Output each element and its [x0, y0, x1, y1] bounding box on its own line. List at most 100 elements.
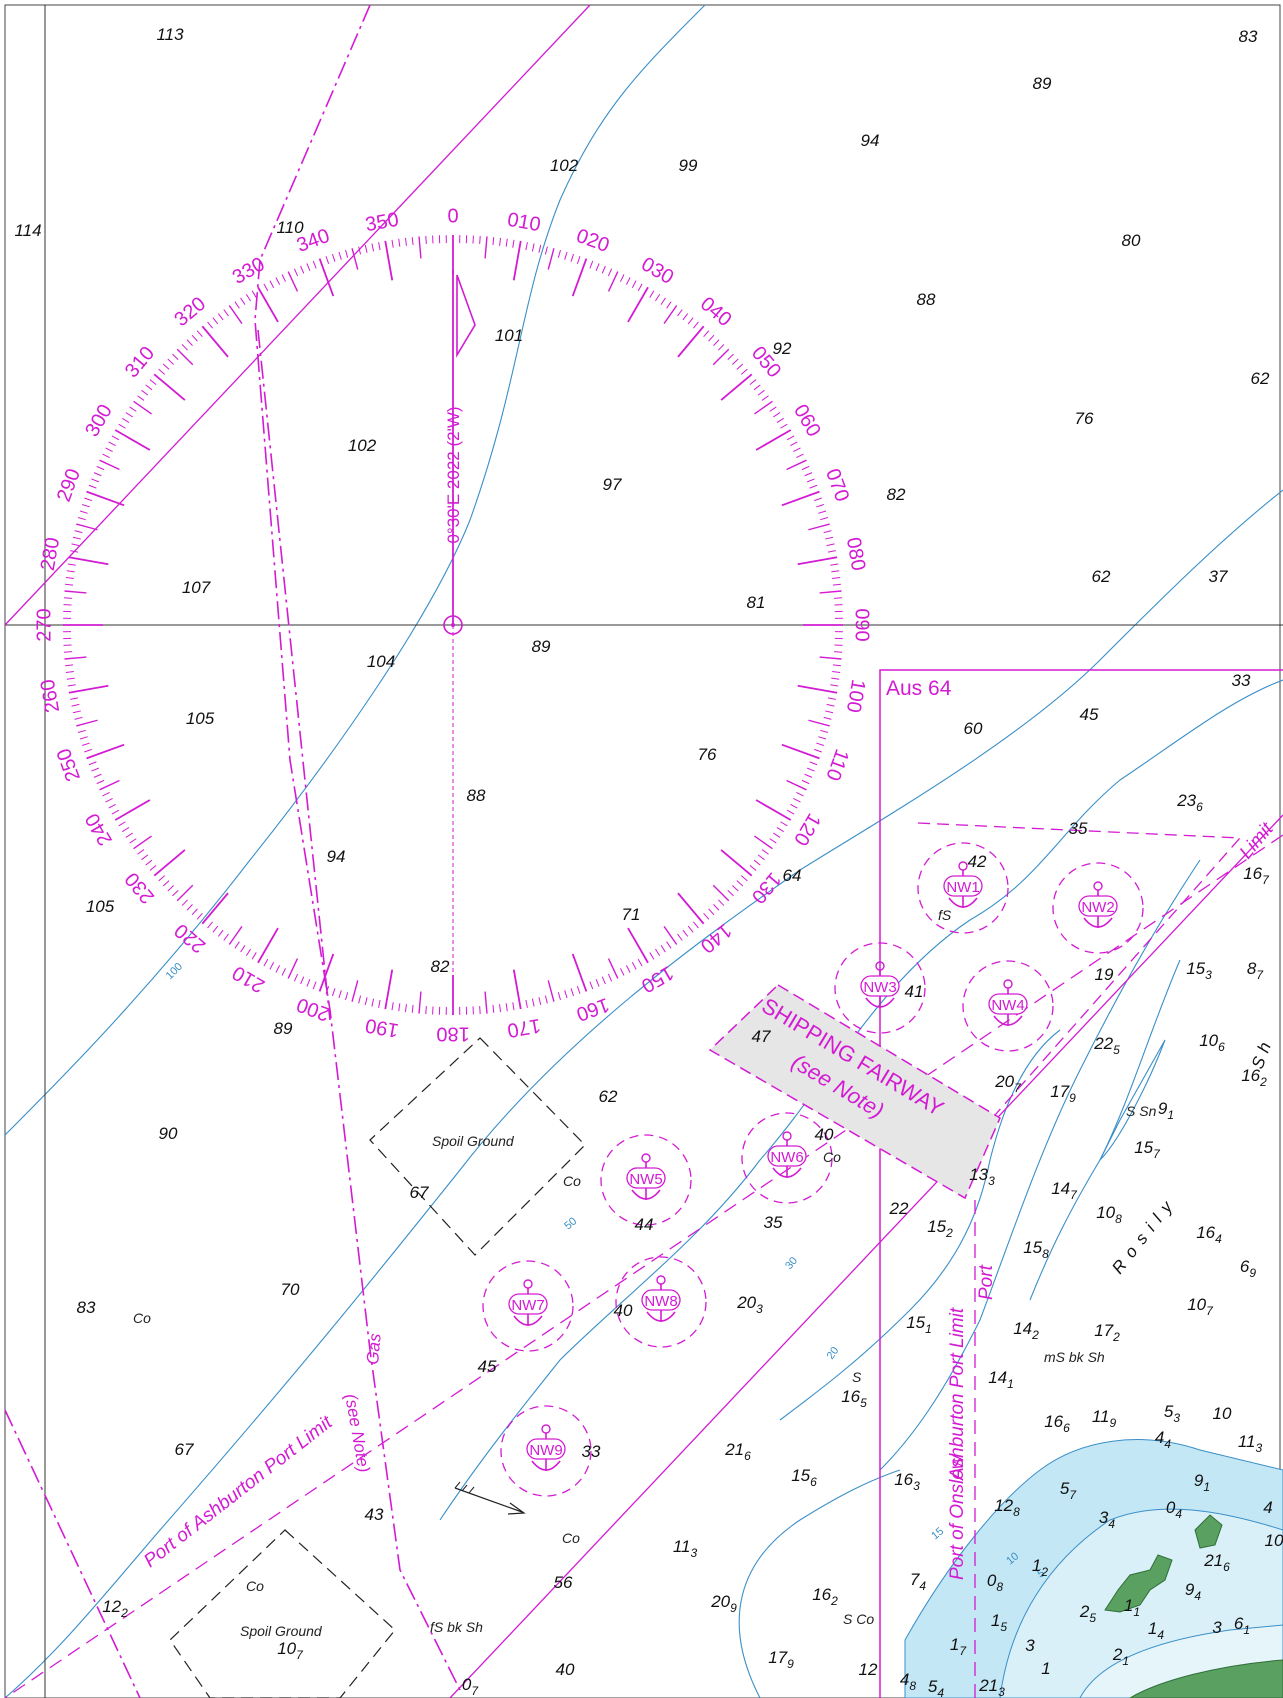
compass-tick	[492, 1004, 495, 1013]
compass-tick	[732, 885, 739, 892]
compass-tick	[832, 664, 841, 667]
sounding: 80	[1122, 231, 1141, 250]
compass-tick	[196, 912, 203, 920]
sounding: 114	[14, 221, 41, 240]
sounding: 225	[1093, 1034, 1120, 1057]
compass-tick	[364, 244, 368, 253]
compass-tick	[345, 992, 349, 1001]
gas-pipeline-label: Gas	[363, 1332, 385, 1365]
anchorage-circle	[615, 1256, 707, 1348]
anchor-icon-ring	[1093, 881, 1103, 891]
compass-tick	[713, 904, 720, 911]
ashburton-port-limit-vertical-label: Ashburton Port Limit	[947, 1307, 968, 1481]
compass-tick	[118, 423, 126, 429]
compass-tick	[125, 412, 133, 418]
compass-tick	[172, 889, 179, 897]
compass-tick	[77, 517, 86, 521]
compass-tick	[149, 379, 157, 385]
seabed-note: S	[852, 1369, 862, 1385]
compass-tick	[713, 339, 720, 346]
compass-tick	[76, 523, 98, 531]
sounding: 163	[894, 1470, 920, 1493]
fairway-polygon	[708, 984, 1001, 1200]
compass-tick	[607, 271, 619, 292]
sounding: 162	[812, 1585, 838, 1608]
compass-tick	[223, 933, 229, 941]
anchorage-circle	[500, 1405, 592, 1497]
anchor-icon-ring	[641, 1153, 651, 1163]
sounding: 97	[603, 475, 622, 494]
anchor-icon-ring	[541, 1424, 551, 1434]
sounding: 207	[994, 1072, 1022, 1095]
contour-label-30: 30	[783, 1255, 800, 1272]
compass-tick	[162, 880, 170, 887]
compass-tick	[111, 809, 120, 815]
compass-tick	[245, 948, 251, 957]
compass-tick	[479, 235, 481, 244]
compass-tick	[717, 899, 725, 906]
anchorage-nw1: NW1	[917, 842, 1009, 934]
sounding: 4	[1263, 1498, 1272, 1517]
compass-tick	[830, 684, 839, 687]
compass-tick	[820, 729, 829, 733]
sounding: 88	[917, 290, 936, 309]
compass-tick	[275, 277, 281, 285]
sounding: 113	[1238, 1432, 1263, 1455]
anchor-icon-ring	[523, 1279, 533, 1289]
compass-bearing-label: 240	[81, 809, 117, 849]
sounding: 70	[281, 1280, 300, 1299]
compass-tick	[769, 406, 777, 412]
compass-tick	[834, 597, 843, 599]
compass-tick	[793, 447, 801, 453]
compass-tick	[181, 899, 189, 906]
sounding: 87	[1247, 959, 1264, 982]
compass-tick	[589, 260, 594, 269]
anchorage-circle	[741, 1112, 833, 1204]
compass-tick	[275, 965, 281, 973]
compass-tick	[831, 570, 840, 573]
compass-tick	[141, 389, 149, 396]
compass-tick	[830, 563, 839, 566]
sounding: 89	[1033, 74, 1052, 93]
compass-tick	[649, 290, 655, 298]
compass-tick	[207, 921, 213, 929]
compass-tick	[703, 330, 710, 338]
compass-tick	[121, 827, 130, 833]
compass-major-tick	[755, 799, 792, 821]
compass-tick	[786, 435, 795, 441]
port-limit-diagonal-south	[449, 814, 1283, 1698]
sounding: 45	[1080, 705, 1099, 724]
anchor-icon-ring	[1003, 979, 1013, 989]
sounding: 64	[783, 866, 802, 885]
sounding: 101	[495, 326, 523, 345]
compass-tick	[607, 973, 613, 982]
compass-tick	[544, 995, 548, 1004]
sounding: 92	[773, 339, 792, 358]
compass-tick	[499, 1004, 502, 1013]
compass-tick	[773, 832, 781, 838]
land-area	[1104, 1514, 1283, 1698]
spoil-ground-label-south: Spoil Ground	[240, 1623, 323, 1639]
ashburton-port-limit-line	[4, 834, 1283, 1698]
compass-tick	[228, 305, 243, 324]
sounding: 209	[710, 1592, 737, 1615]
compass-tick	[70, 697, 79, 700]
compass-tick	[217, 313, 224, 321]
contour-label-50: 50	[562, 1215, 579, 1232]
compass-tick	[332, 253, 336, 262]
compass-tick	[65, 576, 74, 579]
graticule	[5, 5, 1283, 1698]
port-limit-diagonal-north	[4, 4, 591, 626]
compass-bearing-label: 030	[637, 253, 677, 289]
sounding: 147	[1051, 1179, 1078, 1202]
compass-bearing-label: 060	[789, 401, 825, 441]
compass-tick	[826, 703, 835, 707]
compass-tick	[531, 243, 535, 252]
compass-tick	[269, 962, 275, 970]
sounding: 40	[815, 1125, 834, 1144]
compass-tick	[525, 999, 528, 1008]
compass-tick	[245, 293, 251, 302]
compass-tick	[727, 353, 734, 361]
sounding: 216	[724, 1440, 751, 1463]
